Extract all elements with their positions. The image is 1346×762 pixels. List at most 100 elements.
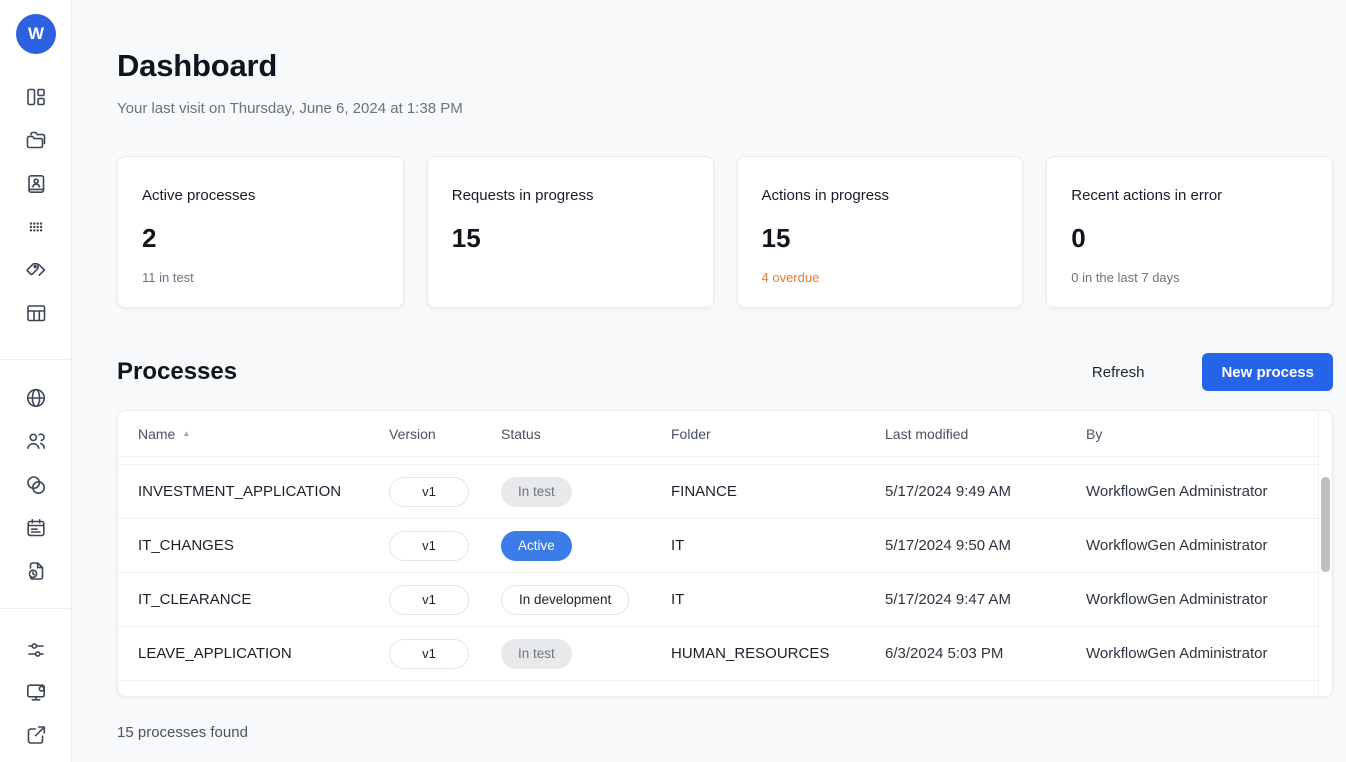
avatar-initial: W	[27, 24, 45, 43]
column-header-folder[interactable]: Folder	[671, 425, 711, 442]
table-row[interactable]: INVESTMENT_APPLICATION v1 In test FINANC…	[118, 465, 1332, 519]
sidebar-item-portal[interactable]	[24, 386, 48, 410]
stat-label: Active processes	[142, 187, 256, 204]
sidebar-item-settings[interactable]	[24, 638, 48, 662]
process-last-modified: 6/3/2024 5:03 PM	[885, 645, 1004, 662]
process-folder: IT	[671, 591, 685, 608]
sidebar-item-groups[interactable]	[24, 473, 48, 497]
processes-table: Name ▲ Version Status Folder Last modifi…	[117, 410, 1333, 697]
sidebar-item-data-grid[interactable]	[24, 301, 48, 325]
version-pill[interactable]: v1	[389, 638, 469, 669]
apps-grid-icon	[24, 215, 48, 239]
process-name: LEAVE_APPLICATION	[138, 645, 292, 662]
process-by: WorkflowGen Administrator	[1086, 591, 1268, 608]
dashboard-icon	[24, 85, 48, 109]
sidebar-item-apps[interactable]	[24, 215, 48, 239]
status-badge: In test	[501, 476, 572, 507]
column-header-version[interactable]: Version	[389, 425, 436, 442]
data-table-icon	[24, 301, 48, 325]
sidebar-item-users[interactable]	[24, 429, 48, 453]
process-by: WorkflowGen Administrator	[1086, 483, 1268, 500]
stat-note-overdue: 4 overdue	[761, 270, 820, 285]
status-badge: In test	[501, 638, 572, 669]
process-by: WorkflowGen Administrator	[1086, 645, 1268, 662]
main-content: Dashboard Your last visit on Thursday, J…	[72, 47, 1346, 741]
sidebar-divider	[0, 608, 72, 609]
sidebar-item-directory[interactable]	[24, 172, 48, 196]
process-folder: HUMAN_RESOURCES	[671, 645, 830, 662]
column-label: Name	[138, 425, 176, 442]
user-avatar[interactable]: W	[16, 14, 56, 54]
calendar-icon	[24, 516, 48, 540]
new-process-button[interactable]: New process	[1202, 353, 1333, 391]
process-last-modified: 5/17/2024 9:50 AM	[885, 537, 1011, 554]
column-header-status[interactable]: Status	[501, 425, 541, 442]
process-name: IT_CHANGES	[138, 537, 234, 554]
sidebar-divider	[0, 359, 72, 360]
version-pill[interactable]: v1	[389, 584, 469, 615]
process-folder: FINANCE	[671, 483, 737, 500]
column-header-last-modified[interactable]: Last modified	[885, 425, 969, 442]
page-title: Dashboard	[117, 48, 278, 83]
partial-row-top	[118, 457, 1332, 465]
sidebar-item-categories[interactable]	[24, 258, 48, 282]
sidebar-item-devices[interactable]	[24, 680, 48, 704]
status-badge: In development	[501, 584, 630, 615]
stat-cards: Active processes 2 11 in test Requests i…	[117, 156, 1333, 308]
stat-label: Requests in progress	[451, 187, 594, 204]
sort-ascending-icon: ▲	[182, 428, 191, 438]
external-link-icon	[24, 723, 48, 747]
stat-label: Actions in progress	[761, 187, 890, 204]
stat-value: 15	[761, 223, 791, 253]
users-icon	[24, 429, 48, 453]
document-clock-icon	[24, 559, 48, 583]
stat-note: 0 in the last 7 days	[1071, 270, 1180, 285]
stat-value: 2	[142, 223, 157, 253]
process-last-modified: 5/17/2024 9:49 AM	[885, 483, 1011, 500]
tags-icon	[24, 258, 48, 282]
sidebar-item-archive[interactable]	[24, 559, 48, 583]
stat-card-recent-errors[interactable]: Recent actions in error 0 0 in the last …	[1046, 156, 1333, 308]
globe-icon	[24, 386, 48, 410]
refresh-button[interactable]: Refresh	[1082, 356, 1155, 389]
stat-note: 11 in test	[142, 270, 194, 285]
address-book-icon	[24, 172, 48, 196]
processes-actions: Refresh New process	[1082, 353, 1333, 391]
table-row[interactable]: IT_CHANGES v1 Active IT 5/17/2024 9:50 A…	[118, 519, 1332, 573]
stat-card-active-processes[interactable]: Active processes 2 11 in test	[117, 156, 404, 308]
groups-circles-icon	[24, 473, 48, 497]
table-scrollbar-thumb[interactable]	[1321, 477, 1330, 572]
table-row[interactable]: LEAVE_APPLICATION v1 In test HUMAN_RESOU…	[118, 627, 1332, 681]
process-last-modified: 5/17/2024 9:47 AM	[885, 591, 1011, 608]
table-scrollbar-track[interactable]	[1318, 411, 1332, 696]
column-header-by[interactable]: By	[1086, 425, 1103, 442]
status-badge: Active	[501, 530, 572, 561]
stat-note	[452, 270, 689, 285]
column-header-name[interactable]: Name ▲	[118, 426, 389, 442]
stat-card-requests-in-progress[interactable]: Requests in progress 15	[426, 156, 714, 308]
process-folder: IT	[671, 537, 685, 554]
version-pill[interactable]: v1	[389, 530, 469, 561]
processes-title: Processes	[117, 358, 238, 385]
settings-sliders-icon	[24, 638, 48, 662]
sidebar-item-processes[interactable]	[24, 128, 48, 152]
stat-card-actions-in-progress[interactable]: Actions in progress 15 4 overdue	[736, 156, 1024, 308]
last-visit-text: Your last visit on Thursday, June 6, 202…	[117, 100, 463, 117]
monitor-badge-icon	[24, 680, 48, 704]
sidebar-item-open-external[interactable]	[24, 723, 48, 747]
table-header-row: Name ▲ Version Status Folder Last modifi…	[118, 411, 1332, 457]
sidebar: W	[0, 0, 72, 762]
table-row[interactable]: IT_CLEARANCE v1 In development IT 5/17/2…	[118, 573, 1332, 627]
sidebar-item-calendar[interactable]	[24, 516, 48, 540]
partial-row-bottom	[118, 681, 1332, 693]
processes-count-text: 15 processes found	[117, 724, 248, 741]
processes-section-header: Processes Refresh New process	[117, 353, 1333, 391]
version-pill[interactable]: v1	[389, 476, 469, 507]
process-by: WorkflowGen Administrator	[1086, 537, 1268, 554]
process-name: IT_CLEARANCE	[138, 591, 252, 608]
sidebar-item-dashboard[interactable]	[24, 85, 48, 109]
stat-value: 0	[1071, 223, 1086, 253]
stat-label: Recent actions in error	[1071, 187, 1223, 204]
folders-icon	[24, 128, 48, 152]
process-name: INVESTMENT_APPLICATION	[138, 483, 342, 500]
